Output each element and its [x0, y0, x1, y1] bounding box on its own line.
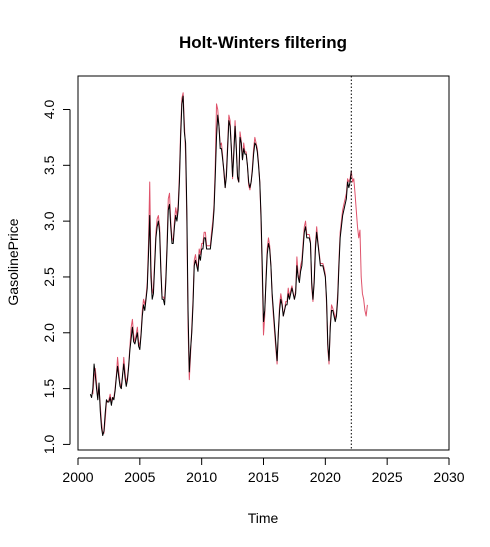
y-tick-label: 1.5 — [41, 379, 57, 399]
y-tick-label: 3.0 — [41, 211, 57, 231]
series-layer — [89, 76, 368, 450]
chart-title: Holt-Winters filtering — [179, 33, 347, 52]
y-tick-label: 4.0 — [41, 100, 57, 120]
y-axis-label: GasolinePrice — [5, 218, 21, 305]
y-tick-label: 1.0 — [41, 434, 57, 454]
x-axis-label: Time — [248, 510, 279, 526]
x-tick-label: 2000 — [62, 469, 93, 485]
plot-frame — [77, 75, 450, 451]
x-tick-label: 2010 — [186, 469, 217, 485]
y-tick-label: 3.5 — [41, 155, 57, 175]
axes: 2000 2005 2010 2015 2020 2025 2030 1.0 1.5 2.0 2.5… — [41, 100, 465, 485]
y-tick-label: 2.5 — [41, 267, 57, 287]
x-tick-label: 2025 — [372, 469, 403, 485]
x-tick-label: 2030 — [433, 469, 464, 485]
x-tick-label: 2015 — [248, 469, 279, 485]
y-tick-label: 2.0 — [41, 323, 57, 343]
x-tick-label: 2020 — [310, 469, 341, 485]
series-line-fitted — [92, 92, 368, 434]
x-tick-label: 2005 — [124, 469, 155, 485]
series-line-observed — [89, 95, 352, 436]
